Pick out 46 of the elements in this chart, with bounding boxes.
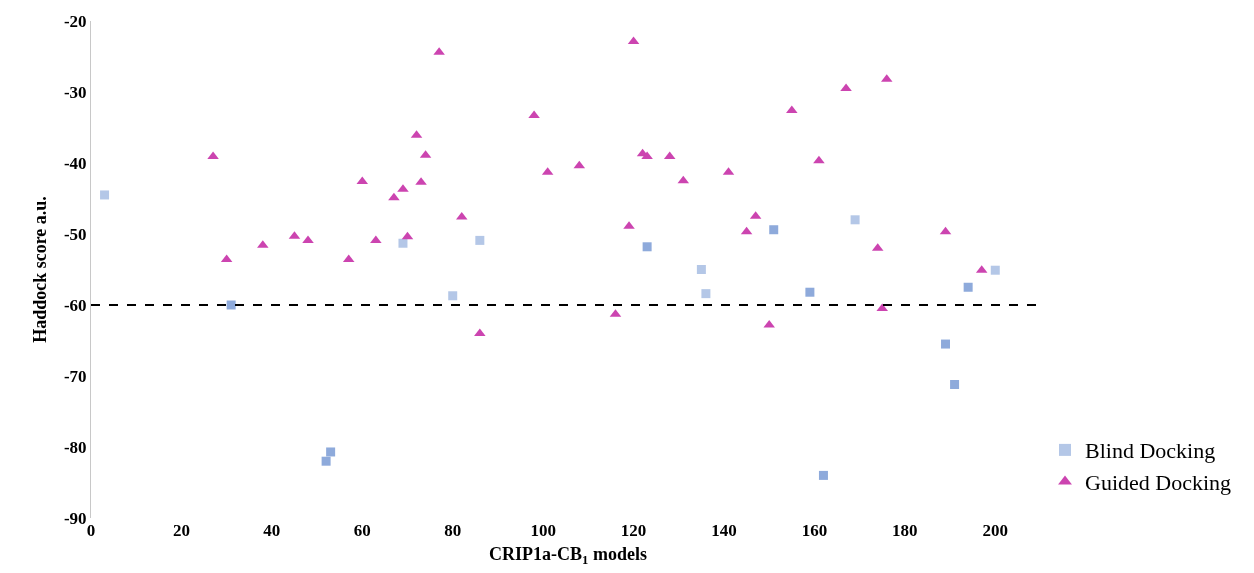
point (701, 289, 711, 299)
point (226, 300, 236, 310)
y-tick-label: -30 (63, 82, 87, 102)
point (990, 265, 1000, 275)
x-tick-label: 200 (982, 521, 1009, 540)
legend-label: Guided Docking (1085, 470, 1232, 496)
point (475, 235, 485, 245)
y-tick-label: -60 (63, 295, 87, 315)
x-tick-label: 120 (620, 521, 647, 540)
x-tick-label: 160 (801, 521, 828, 540)
point (207, 151, 219, 160)
point (326, 447, 336, 457)
point (642, 242, 652, 252)
x-axis-title: CRIP1a-CB$_{1}$ models (489, 544, 647, 567)
x-tick-label: 0 (86, 521, 96, 540)
point (769, 225, 779, 235)
x-tick-label: 60 (353, 521, 371, 540)
point (850, 215, 860, 225)
point (876, 303, 888, 312)
point (398, 238, 408, 248)
point (321, 456, 331, 466)
point (941, 339, 951, 349)
y-tick-label: -20 (63, 11, 87, 31)
y-axis-title: Haddock score a.u. (30, 196, 51, 343)
point (388, 192, 400, 201)
y-tick-label: -70 (63, 366, 87, 386)
y-tick-label: -50 (63, 224, 87, 244)
legend-label: Blind Docking (1085, 438, 1216, 464)
point (641, 151, 653, 160)
point (805, 287, 815, 297)
point (448, 291, 458, 301)
x-tick-label: 180 (892, 521, 918, 540)
point (818, 470, 828, 480)
y-tick-label: -80 (63, 437, 87, 457)
x-tick-label: 80 (444, 521, 462, 540)
point (696, 265, 706, 274)
y-tick-label: -90 (63, 508, 87, 528)
point (763, 319, 775, 328)
point (963, 282, 973, 292)
point (100, 190, 110, 200)
point (950, 380, 960, 390)
x-tick-label: 40 (263, 521, 281, 540)
y-tick-label: -40 (63, 153, 87, 173)
x-tick-label: 140 (711, 521, 737, 540)
x-tick-label: 100 (530, 521, 556, 540)
x-tick-label: 20 (172, 521, 190, 540)
